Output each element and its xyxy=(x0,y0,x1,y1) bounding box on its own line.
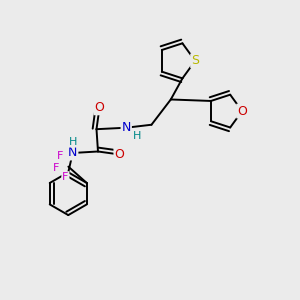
Text: N: N xyxy=(122,121,131,134)
Text: O: O xyxy=(114,148,124,161)
Text: F: F xyxy=(53,163,59,173)
Text: H: H xyxy=(68,137,77,147)
Text: N: N xyxy=(68,146,77,160)
Text: F: F xyxy=(57,151,63,161)
Text: O: O xyxy=(237,105,247,118)
Text: F: F xyxy=(62,172,69,182)
Text: O: O xyxy=(94,101,104,114)
Text: S: S xyxy=(191,54,199,67)
Text: H: H xyxy=(133,131,142,141)
